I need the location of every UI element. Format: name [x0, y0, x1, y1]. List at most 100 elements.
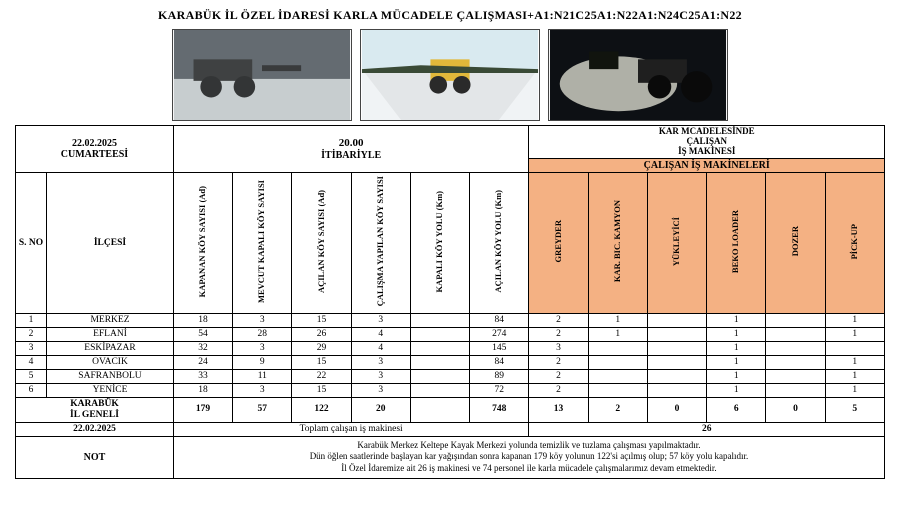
- grand-label: Toplam çalışan iş makinesi: [173, 422, 528, 436]
- cell-v: [410, 328, 469, 342]
- cell-m: 2: [529, 328, 588, 342]
- cell-m: 1: [707, 370, 766, 384]
- ilg-m4: 0: [766, 397, 825, 422]
- grand-value: 26: [529, 422, 885, 436]
- cell-ilce: YENİCE: [47, 384, 174, 398]
- cell-ilce: ESKİPAZAR: [47, 342, 174, 356]
- ilg-label2: İL GENELİ: [18, 410, 171, 421]
- cell-ilce: MERKEZ: [47, 314, 174, 328]
- cell-v: 84: [470, 356, 529, 370]
- col-m3: YÜKLEYİCİ: [672, 215, 682, 268]
- photo-2: [360, 29, 540, 121]
- cell-v: 4: [351, 328, 410, 342]
- photo-3: [548, 29, 728, 121]
- cell-v: [410, 356, 469, 370]
- cell-v: 84: [470, 314, 529, 328]
- photo-1: [172, 29, 352, 121]
- table-row: 5SAFRANBOLU331122389211: [16, 370, 885, 384]
- col-c3: AÇILAN KÖY SAYISI (Ad): [317, 188, 327, 295]
- cell-sno: 4: [16, 356, 47, 370]
- grand-total-row: 22.02.2025 Toplam çalışan iş makinesi 26: [16, 422, 885, 436]
- note-label: NOT: [16, 436, 174, 478]
- hdr-weekday: CUMARTEESİ: [18, 149, 171, 161]
- col-sno: S. NO: [19, 238, 43, 248]
- cell-m: 1: [825, 384, 884, 398]
- cell-m: [766, 342, 825, 356]
- il-geneli-row: KARABÜK İL GENELİ 179 57 122 20 748 13 2…: [16, 397, 885, 422]
- col-ilce: İLÇESİ: [94, 238, 126, 248]
- cell-m: 2: [529, 314, 588, 328]
- cell-v: [410, 342, 469, 356]
- cell-m: [588, 356, 647, 370]
- cell-v: 29: [292, 342, 351, 356]
- col-header-row: S. NO İLÇESİ KAPANAN KÖY SAYISI (Ad) MEV…: [16, 173, 885, 314]
- cell-m: [647, 314, 706, 328]
- cell-m: [647, 384, 706, 398]
- cell-v: 33: [173, 370, 232, 384]
- cell-m: 1: [707, 314, 766, 328]
- col-c4: ÇALIŞMA YAPILAN KÖY SAYISI: [376, 174, 386, 308]
- cell-ilce: EFLANİ: [47, 328, 174, 342]
- cell-m: [647, 356, 706, 370]
- cell-v: 18: [173, 384, 232, 398]
- col-m4: BEKO LOADER: [731, 208, 741, 275]
- cell-m: 1: [707, 328, 766, 342]
- cell-m: [588, 342, 647, 356]
- cell-v: 28: [233, 328, 292, 342]
- cell-ilce: OVACIK: [47, 356, 174, 370]
- ilg-m1: 2: [588, 397, 647, 422]
- cell-v: 3: [351, 370, 410, 384]
- cell-v: 3: [233, 384, 292, 398]
- cell-ilce: SAFRANBOLU: [47, 370, 174, 384]
- cell-v: 3: [351, 384, 410, 398]
- cell-v: 89: [470, 370, 529, 384]
- col-c5: KAPALI KÖY YOLU (Km): [435, 189, 445, 294]
- cell-v: 3: [351, 314, 410, 328]
- cell-v: 24: [173, 356, 232, 370]
- cell-m: [588, 384, 647, 398]
- cell-m: 1: [707, 384, 766, 398]
- cell-m: 1: [825, 356, 884, 370]
- cell-m: [766, 384, 825, 398]
- cell-sno: 2: [16, 328, 47, 342]
- col-m1: GREYDER: [554, 218, 564, 265]
- cell-v: 26: [292, 328, 351, 342]
- hdr-time-sub: İTİBARİYLE: [176, 150, 526, 162]
- cell-m: 2: [529, 370, 588, 384]
- cell-m: [766, 314, 825, 328]
- col-m2: KAR. BIC. KAMYON: [613, 198, 623, 284]
- cell-m: 3: [529, 342, 588, 356]
- hdr-date: 22.02.2025: [18, 138, 171, 150]
- cell-v: 15: [292, 314, 351, 328]
- cell-v: 32: [173, 342, 232, 356]
- header-row-1: 22.02.2025 CUMARTEESİ 20.00 İTİBARİYLE K…: [16, 126, 885, 159]
- col-c1: KAPANAN KÖY SAYISI (Ad): [198, 184, 208, 299]
- note-line-1: Karabük Merkez Keltepe Kayak Merkezi yol…: [180, 440, 878, 452]
- ilg-m2: 0: [647, 397, 706, 422]
- report-table: 22.02.2025 CUMARTEESİ 20.00 İTİBARİYLE K…: [15, 125, 885, 479]
- cell-v: 274: [470, 328, 529, 342]
- table-row: 3ESKİPAZAR32329414531: [16, 342, 885, 356]
- page-title: KARABÜK İL ÖZEL İDARESİ KARLA MÜCADELE Ç…: [15, 6, 885, 26]
- cell-m: 1: [588, 328, 647, 342]
- cell-v: 3: [233, 342, 292, 356]
- cell-sno: 1: [16, 314, 47, 328]
- note-row: NOT Karabük Merkez Keltepe Kayak Merkezi…: [16, 436, 885, 478]
- note-line-2: Dün öğlen saatlerinde başlayan kar yağış…: [180, 451, 878, 463]
- table-row: 6YENİCE18315372211: [16, 384, 885, 398]
- mach-group-3: İŞ MAKİNESİ: [531, 147, 882, 157]
- ilg-v2: 122: [292, 397, 351, 422]
- cell-v: 3: [351, 356, 410, 370]
- ilg-m3: 6: [707, 397, 766, 422]
- cell-m: [825, 342, 884, 356]
- ilg-m0: 13: [529, 397, 588, 422]
- cell-m: [766, 356, 825, 370]
- cell-m: 2: [529, 356, 588, 370]
- grand-date: 22.02.2025: [16, 422, 174, 436]
- table-row: 4OVACIK24915384211: [16, 356, 885, 370]
- cell-v: [410, 370, 469, 384]
- cell-v: 15: [292, 356, 351, 370]
- report-page: KARABÜK İL ÖZEL İDARESİ KARLA MÜCADELE Ç…: [15, 6, 885, 479]
- cell-v: 54: [173, 328, 232, 342]
- ilg-v5: 748: [470, 397, 529, 422]
